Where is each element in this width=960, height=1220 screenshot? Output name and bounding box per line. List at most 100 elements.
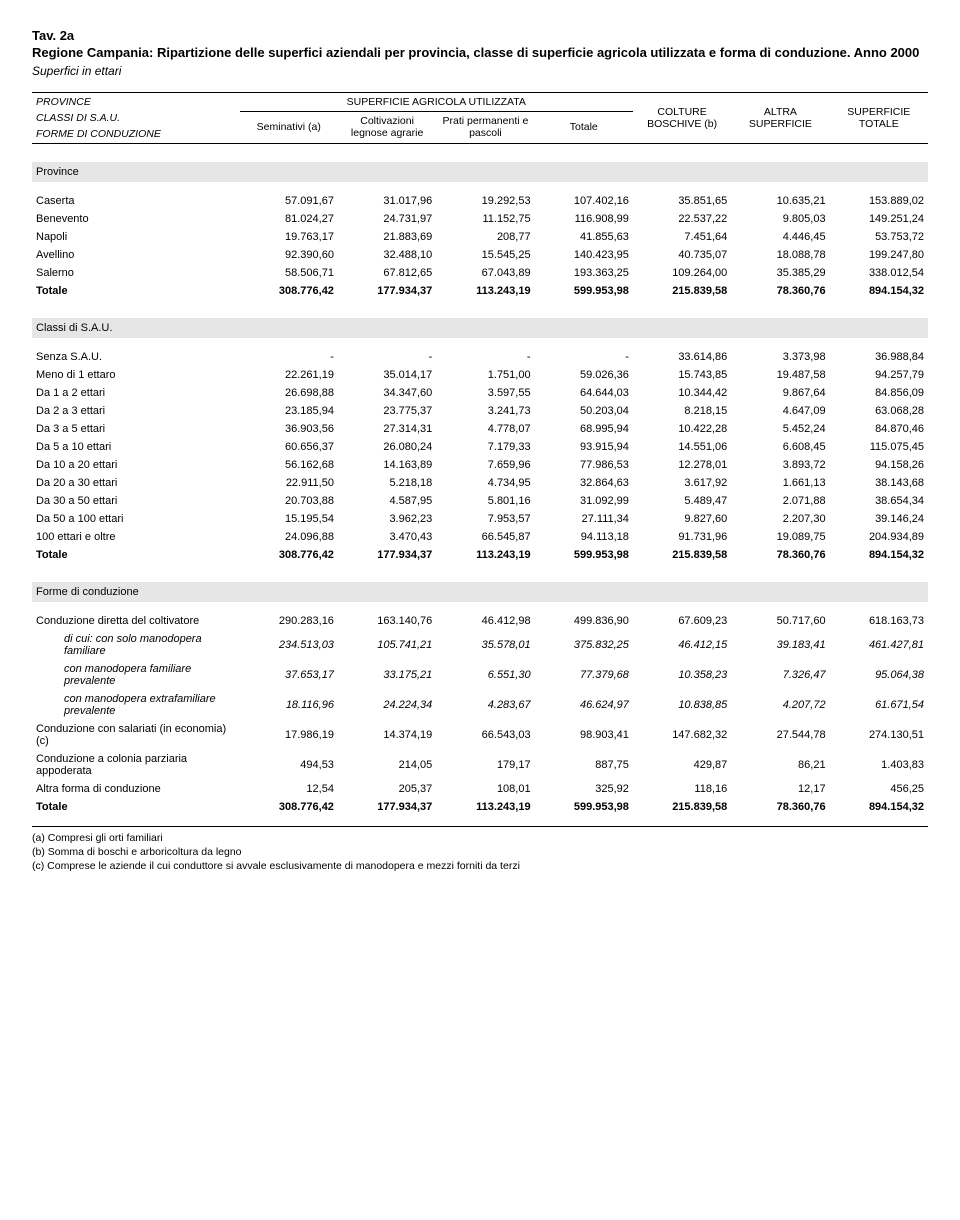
cell: 31.017,96 [338, 192, 436, 210]
cell: 4.207,72 [731, 690, 829, 720]
cell: 5.801,16 [436, 492, 534, 510]
cell: 66.543,03 [436, 720, 534, 750]
row-label: Salerno [32, 264, 240, 282]
cell: 3.962,23 [338, 510, 436, 528]
cell: 46.624,97 [535, 690, 633, 720]
table-row: Senza S.A.U.----33.614,863.373,9836.988,… [32, 348, 928, 366]
table-body: ProvinceCaserta57.091,6731.017,9619.292,… [32, 143, 928, 816]
table-row: 100 ettari e oltre24.096,883.470,4366.54… [32, 528, 928, 546]
cell: 105.741,21 [338, 630, 436, 660]
cell: 115.075,45 [830, 438, 928, 456]
cell: 204.934,89 [830, 528, 928, 546]
data-table: PROVINCE CLASSI DI S.A.U. FORME DI CONDU… [32, 92, 928, 816]
cell: 618.163,73 [830, 612, 928, 630]
cell: 1.751,00 [436, 366, 534, 384]
cell: 92.390,60 [240, 246, 338, 264]
cell: 26.698,88 [240, 384, 338, 402]
cell: 308.776,42 [240, 282, 338, 300]
row-label: con manodopera extrafamiliare prevalente [32, 690, 240, 720]
cell: 35.014,17 [338, 366, 436, 384]
cell: 39.146,24 [830, 510, 928, 528]
cell: 20.703,88 [240, 492, 338, 510]
cell: 7.326,47 [731, 660, 829, 690]
row-label: Da 1 a 2 ettari [32, 384, 240, 402]
cell: 140.423,95 [535, 246, 633, 264]
cell: 113.243,19 [436, 546, 534, 564]
cell: 429,87 [633, 750, 731, 780]
cell: 31.092,99 [535, 492, 633, 510]
cell: 27.314,31 [338, 420, 436, 438]
cell: 27.111,34 [535, 510, 633, 528]
table-row: Salerno58.506,7167.812,6567.043,89193.36… [32, 264, 928, 282]
cell: 50.203,04 [535, 402, 633, 420]
cell: 118,16 [633, 780, 731, 798]
cell: 19.089,75 [731, 528, 829, 546]
cell: - [240, 348, 338, 366]
cell: 61.671,54 [830, 690, 928, 720]
table-row: con manodopera extrafamiliare prevalente… [32, 690, 928, 720]
table-row: Da 30 a 50 ettari20.703,884.587,955.801,… [32, 492, 928, 510]
cell: 4.283,67 [436, 690, 534, 720]
cell: 163.140,76 [338, 612, 436, 630]
cell: 10.838,85 [633, 690, 731, 720]
cell: 4.587,95 [338, 492, 436, 510]
cell: 894.154,32 [830, 798, 928, 816]
cell: 23.185,94 [240, 402, 338, 420]
cell: 153.889,02 [830, 192, 928, 210]
table-header: PROVINCE CLASSI DI S.A.U. FORME DI CONDU… [32, 92, 928, 143]
cell: 64.644,03 [535, 384, 633, 402]
cell: 7.953,57 [436, 510, 534, 528]
cell: 5.452,24 [731, 420, 829, 438]
cell: 215.839,58 [633, 798, 731, 816]
table-row: Totale308.776,42177.934,37113.243,19599.… [32, 282, 928, 300]
table-row: Conduzione diretta del coltivatore290.28… [32, 612, 928, 630]
cell: 4.647,09 [731, 402, 829, 420]
cell: 375.832,25 [535, 630, 633, 660]
cell: 894.154,32 [830, 546, 928, 564]
cell: 37.653,17 [240, 660, 338, 690]
cell: 4.446,45 [731, 228, 829, 246]
cell: 15.545,25 [436, 246, 534, 264]
table-row: Benevento81.024,2724.731,9711.152,75116.… [32, 210, 928, 228]
cell: 214,05 [338, 750, 436, 780]
footnote: (b) Somma di boschi e arboricoltura da l… [32, 845, 928, 859]
cell: 7.179,33 [436, 438, 534, 456]
cell: 12,54 [240, 780, 338, 798]
cell: 3.893,72 [731, 456, 829, 474]
row-label: Napoli [32, 228, 240, 246]
cell: 15.195,54 [240, 510, 338, 528]
cell: 14.551,06 [633, 438, 731, 456]
cell: 179,17 [436, 750, 534, 780]
cell: 40.735,07 [633, 246, 731, 264]
cell: 108,01 [436, 780, 534, 798]
cell: 3.373,98 [731, 348, 829, 366]
row-label: Da 50 a 100 ettari [32, 510, 240, 528]
cell: 17.986,19 [240, 720, 338, 750]
table-row: Da 5 a 10 ettari60.656,3726.080,247.179,… [32, 438, 928, 456]
table-row: Avellino92.390,6032.488,1015.545,25140.4… [32, 246, 928, 264]
cell: 308.776,42 [240, 798, 338, 816]
cell: 78.360,76 [731, 282, 829, 300]
cell: 68.995,94 [535, 420, 633, 438]
footnote: (a) Compresi gli orti familiari [32, 831, 928, 845]
cell: 41.855,63 [535, 228, 633, 246]
col-3: Prati permanenti e pascoli [436, 111, 534, 143]
table-row: di cui: con solo manodopera familiare234… [32, 630, 928, 660]
cell: 32.488,10 [338, 246, 436, 264]
cell: 15.743,85 [633, 366, 731, 384]
col-2: Coltivazioni legnose agrarie [338, 111, 436, 143]
row-label: Benevento [32, 210, 240, 228]
cell: 2.207,30 [731, 510, 829, 528]
page-title: Regione Campania: Ripartizione delle sup… [32, 45, 928, 62]
cell: 18.088,78 [731, 246, 829, 264]
row-label: Totale [32, 546, 240, 564]
row-label: Senza S.A.U. [32, 348, 240, 366]
table-row: Da 3 a 5 ettari36.903,5627.314,314.778,0… [32, 420, 928, 438]
cell: 94.113,18 [535, 528, 633, 546]
table-row: Meno di 1 ettaro22.261,1935.014,171.751,… [32, 366, 928, 384]
table-row: con manodopera familiare prevalente37.65… [32, 660, 928, 690]
cell: 7.451,64 [633, 228, 731, 246]
cell: 35.851,65 [633, 192, 731, 210]
cell: 67.609,23 [633, 612, 731, 630]
table-number: Tav. 2a [32, 28, 928, 43]
